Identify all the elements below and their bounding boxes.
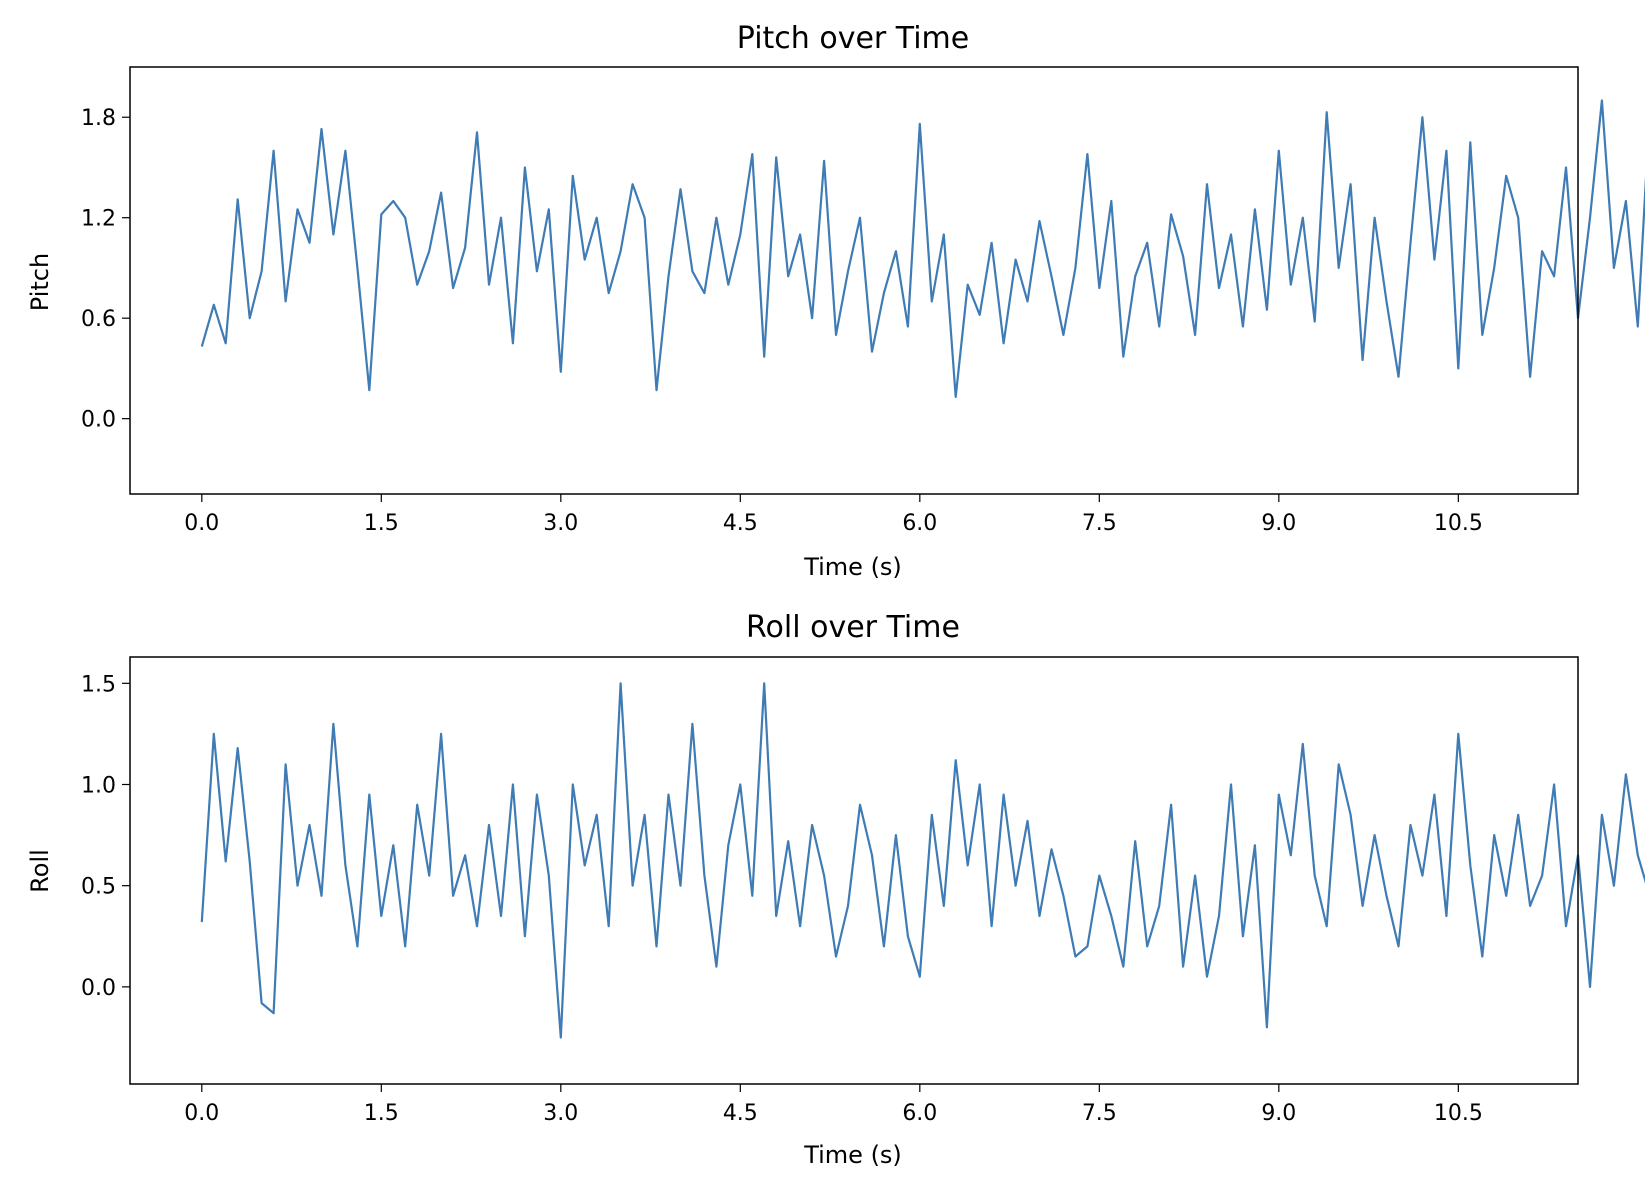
- roll-series-line: [200, 682, 1645, 1039]
- pitch-x-axis-label: Time (s): [803, 553, 902, 581]
- pitch-x-tick-label: 0.0: [184, 511, 219, 536]
- roll-x-tick-label: 9.0: [1261, 1101, 1296, 1126]
- roll-y-tick-label: 0.5: [81, 875, 116, 900]
- roll-x-tick-label: 10.5: [1434, 1101, 1483, 1126]
- pitch-x-tick-label: 7.5: [1082, 511, 1117, 536]
- roll-y-tick-label: 0.0: [81, 976, 116, 1001]
- pitch-x-tick-label: 1.5: [364, 511, 399, 536]
- pitch-x-tick-label: 4.5: [723, 511, 758, 536]
- roll-axes-frame: [129, 656, 1579, 1085]
- pitch-x-tick-label: 6.0: [902, 511, 937, 536]
- roll-chart: Roll over Time 0.0 1.5 3.0 4.5 6.0 7.5 9.0 10.5…: [26, 610, 1645, 1169]
- pitch-y-ticks: 0.0 0.6 1.2 1.8: [81, 106, 130, 433]
- pitch-y-tick-label: 1.8: [81, 106, 116, 131]
- roll-x-tick-label: 0.0: [184, 1101, 219, 1126]
- roll-chart-title: Roll over Time: [746, 610, 960, 645]
- roll-x-tick-label: 1.5: [364, 1101, 399, 1126]
- pitch-x-ticks: 0.0 1.5 3.0 4.5 6.0 7.5 9.0 10.5: [184, 494, 1483, 536]
- roll-y-ticks: 0.0 0.5 1.0 1.5: [81, 672, 130, 1001]
- pitch-axes-frame: [129, 66, 1579, 495]
- pitch-y-tick-label: 1.2: [81, 207, 116, 232]
- pitch-x-tick-label: 10.5: [1434, 511, 1483, 536]
- roll-y-tick-label: 1.5: [81, 672, 116, 697]
- pitch-x-tick-label: 9.0: [1261, 511, 1296, 536]
- pitch-line-layer: [200, 99, 1645, 398]
- pitch-x-tick-label: 3.0: [543, 511, 578, 536]
- pitch-y-tick-label: 0.6: [81, 307, 116, 332]
- pitch-y-tick-label: 0.0: [81, 408, 116, 433]
- roll-x-tick-label: 6.0: [902, 1101, 937, 1126]
- pitch-chart: Pitch over Time 0.0 1.5 3.0 4.5 6.0 7.5 9.0 10.…: [26, 21, 1645, 581]
- roll-x-tick-label: 4.5: [723, 1101, 758, 1126]
- pitch-y-axis-label: Pitch: [26, 253, 54, 311]
- roll-x-ticks: 0.0 1.5 3.0 4.5 6.0 7.5 9.0 10.5: [184, 1084, 1483, 1126]
- roll-x-tick-label: 7.5: [1082, 1101, 1117, 1126]
- roll-y-tick-label: 1.0: [81, 773, 116, 798]
- pitch-chart-title: Pitch over Time: [737, 21, 969, 56]
- roll-x-axis-label: Time (s): [803, 1141, 902, 1169]
- roll-y-axis-label: Roll: [26, 849, 54, 893]
- roll-x-tick-label: 3.0: [543, 1101, 578, 1126]
- roll-line-layer: [200, 682, 1645, 1039]
- pitch-series-line: [200, 99, 1645, 398]
